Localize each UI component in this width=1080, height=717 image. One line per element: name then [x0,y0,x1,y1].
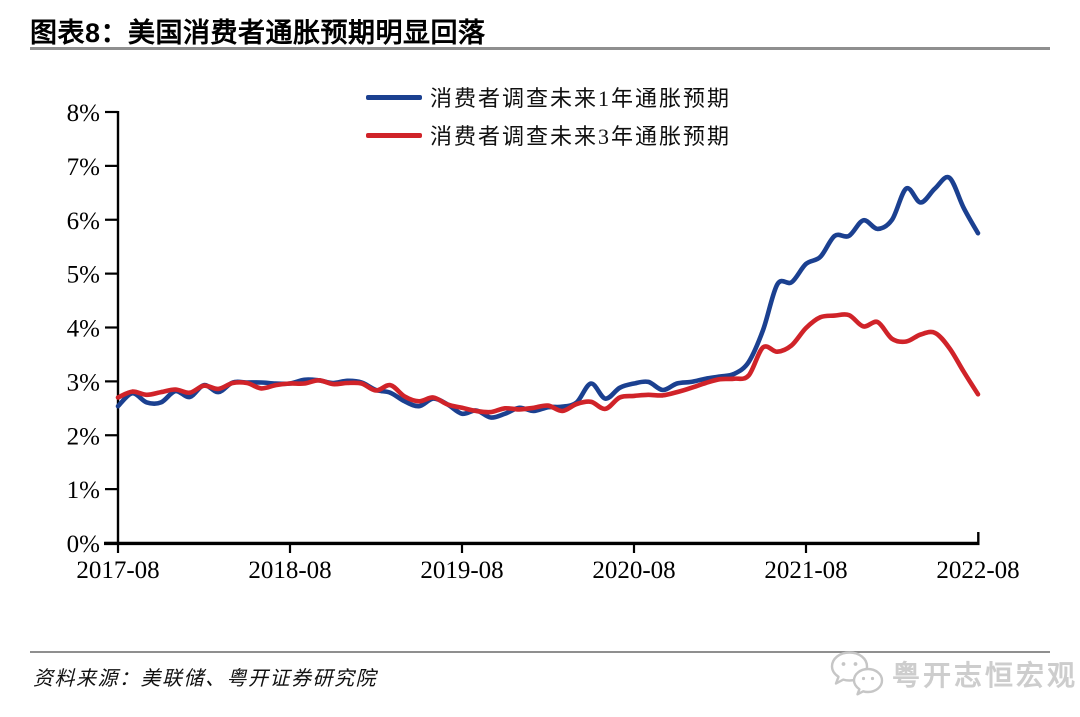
y-axis-tick-label: 3% [67,369,100,396]
footer-divider [30,651,1050,653]
y-axis-tick-label: 0% [67,531,100,558]
y-axis-tick-label: 8% [67,100,100,127]
series-line-3y-expectation [115,312,981,415]
legend-item-3y: 消费者调查未来3年通胀预期 [366,116,731,154]
wechat-icon [830,651,884,696]
x-axis-tick-label: 2017-08 [76,557,159,584]
y-axis-tick-label: 1% [67,477,100,504]
watermark-label: 粤开志恒宏观 [892,660,1079,691]
source-note: 资料来源：美联储、粤开证券研究院 [33,668,377,690]
title-underline [30,47,1050,50]
legend-line-swatch-1y [366,94,422,100]
legend-line-swatch-3y [366,132,422,138]
x-axis-tick-label: 2020-08 [592,557,675,584]
x-axis-tick-label: 2018-08 [248,557,331,584]
chart-legend: 消费者调查未来1年通胀预期 消费者调查未来3年通胀预期 [366,78,731,154]
x-axis-tick-label: 2022-08 [936,557,1019,584]
y-axis-tick-label: 4% [67,316,100,343]
legend-label-1y: 消费者调查未来1年通胀预期 [430,86,732,111]
legend-label-3y: 消费者调查未来3年通胀预期 [430,124,732,149]
watermark: 粤开志恒宏观 [828,648,1078,700]
line-chart: 0% 1% 2% 3% 4% 5% 6% 7% 8% 2017-08 2018-08 2019-08 2… [67,100,1020,584]
y-axis-tick-label: 7% [67,154,100,181]
y-axis-tick-label: 6% [67,208,100,235]
x-axis-tick-label: 2019-08 [420,557,503,584]
y-axis-tick-label: 5% [67,262,100,289]
legend-item-1y: 消费者调查未来1年通胀预期 [366,78,731,116]
x-axis-tick-label: 2021-08 [764,557,847,584]
page-title: 图表8：美国消费者通胀预期明显回落 [30,18,486,48]
y-axis-tick-label: 2% [67,423,100,450]
